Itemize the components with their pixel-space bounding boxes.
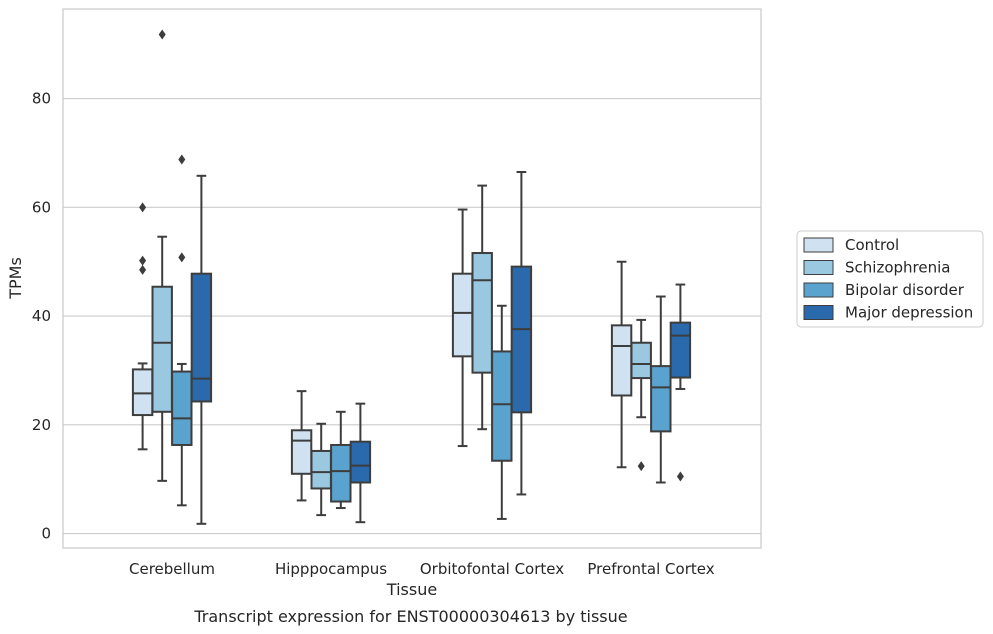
box-prefrontal-cortex-bipolar-disorder bbox=[650, 295, 672, 484]
box-prefrontal-cortex-control bbox=[610, 260, 633, 469]
box-iqr bbox=[610, 324, 633, 397]
box-cerebellum-control bbox=[131, 202, 154, 451]
y-tick-label: 60 bbox=[32, 198, 51, 216]
legend-swatch bbox=[803, 282, 834, 298]
legend-swatch bbox=[803, 305, 834, 320]
box-iqr bbox=[510, 265, 533, 414]
box-cerebellum-major-depression bbox=[190, 174, 213, 525]
y-tick-label: 80 bbox=[32, 90, 51, 108]
outlier-point bbox=[676, 471, 684, 482]
legend-item-bipolar-disorder: Bipolar disorder bbox=[803, 281, 965, 299]
box-orbitofontal-cortex-schizophrenia bbox=[471, 184, 493, 431]
legend-item-major-depression: Major depression bbox=[803, 304, 973, 322]
legend-swatch bbox=[803, 237, 834, 253]
box-orbitofontal-cortex-bipolar-disorder bbox=[491, 304, 513, 520]
box-iqr bbox=[451, 272, 474, 358]
box-iqr bbox=[330, 443, 352, 503]
legend-label: Bipolar disorder bbox=[845, 281, 965, 299]
box-iqr bbox=[630, 341, 652, 380]
box-iqr bbox=[491, 350, 513, 462]
x-axis-title: Tissue bbox=[386, 580, 437, 599]
y-axis-ticks: 0 20 40 60 80 bbox=[32, 90, 51, 543]
box-cerebellum-bipolar-disorder bbox=[171, 154, 193, 507]
box-hipppocampus-control bbox=[290, 390, 313, 502]
box-iqr bbox=[650, 365, 672, 433]
legend: Control Schizophrenia Bipolar disorder Majo… bbox=[796, 230, 984, 328]
x-tick-label: Cerebellum bbox=[129, 560, 215, 578]
outlier-point bbox=[178, 154, 186, 165]
figure-caption: Transcript expression for ENST0000030461… bbox=[193, 607, 627, 626]
outlier-point bbox=[139, 202, 147, 213]
box-hipppocampus-bipolar-disorder bbox=[330, 410, 352, 510]
box-hipppocampus-major-depression bbox=[349, 402, 372, 524]
y-tick-label: 40 bbox=[32, 307, 51, 325]
box-iqr bbox=[151, 285, 173, 413]
box-iqr bbox=[290, 429, 313, 475]
x-tick-label: Hipppocampus bbox=[275, 560, 387, 578]
boxes bbox=[131, 29, 692, 525]
x-tick-label: Orbitofontal Cortex bbox=[420, 560, 564, 578]
legend-item-control: Control bbox=[803, 236, 899, 254]
box-iqr bbox=[190, 272, 213, 403]
y-tick-label: 0 bbox=[41, 525, 51, 543]
legend-label: Schizophrenia bbox=[845, 259, 950, 277]
outlier-point bbox=[139, 255, 147, 266]
legend-label: Major depression bbox=[845, 304, 973, 322]
box-iqr bbox=[131, 368, 154, 417]
outlier-point bbox=[178, 252, 186, 263]
legend-frame bbox=[796, 230, 984, 328]
box-iqr bbox=[669, 321, 692, 379]
box-hipppocampus-schizophrenia bbox=[310, 422, 332, 517]
box-orbitofontal-cortex-control bbox=[451, 208, 474, 448]
plot-frame bbox=[62, 8, 762, 549]
outlier-point bbox=[158, 29, 166, 40]
outlier-point bbox=[637, 461, 645, 472]
box-prefrontal-cortex-major-depression bbox=[669, 283, 692, 482]
y-axis-title: TPMs bbox=[6, 257, 25, 300]
box-iqr bbox=[349, 440, 372, 484]
box-cerebellum-schizophrenia bbox=[151, 29, 173, 482]
legend-swatch bbox=[803, 260, 834, 275]
legend-label: Control bbox=[845, 236, 899, 254]
box-iqr bbox=[310, 449, 332, 490]
box-iqr bbox=[471, 252, 493, 374]
box-iqr bbox=[171, 370, 193, 446]
legend-item-schizophrenia: Schizophrenia bbox=[803, 259, 950, 277]
x-tick-label: Prefrontal Cortex bbox=[587, 560, 714, 578]
box-orbitofontal-cortex-major-depression bbox=[510, 171, 533, 496]
y-tick-label: 20 bbox=[32, 416, 51, 434]
box-prefrontal-cortex-schizophrenia bbox=[630, 318, 652, 472]
outlier-point bbox=[139, 264, 147, 275]
x-axis-ticks: Cerebellum Hipppocampus Orbitofontal Corte… bbox=[129, 560, 715, 578]
